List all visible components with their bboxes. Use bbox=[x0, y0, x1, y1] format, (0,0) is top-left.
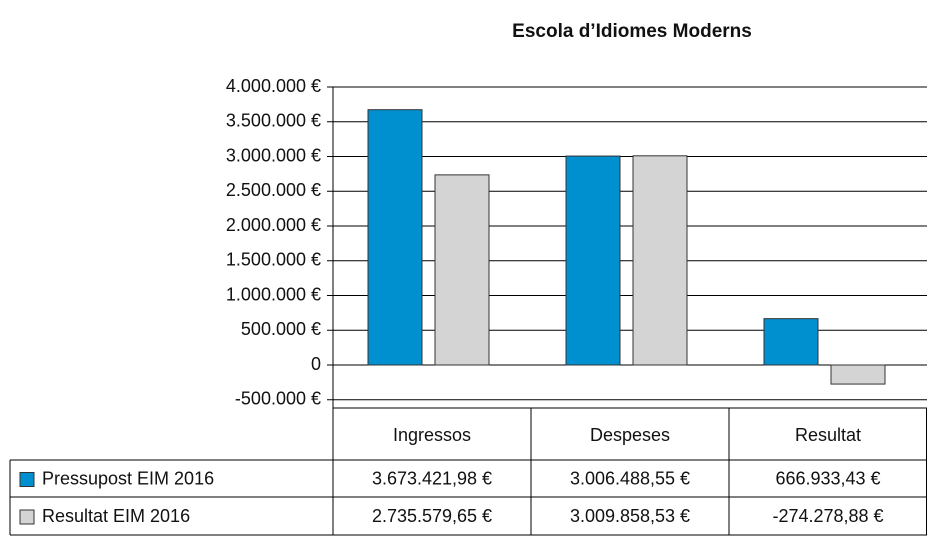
bar bbox=[632, 155, 688, 366]
bar bbox=[565, 155, 621, 366]
legend-swatch bbox=[19, 509, 35, 525]
y-tick-label: 2.500.000 € bbox=[226, 180, 321, 200]
y-tick-label: 0 bbox=[311, 354, 321, 374]
y-tick-label: 2.000.000 € bbox=[226, 215, 321, 235]
bar bbox=[830, 364, 886, 385]
legend-label: Resultat EIM 2016 bbox=[42, 506, 190, 526]
table-value: 3.009.858,53 € bbox=[570, 506, 690, 526]
y-tick-label: 1.500.000 € bbox=[226, 250, 321, 270]
table-value: 3.673.421,98 € bbox=[372, 468, 492, 488]
chart-title: Escola d’Idiomes Moderns bbox=[512, 21, 752, 42]
y-tick-label: 1.000.000 € bbox=[226, 284, 321, 304]
table-value: 3.006.488,55 € bbox=[570, 468, 690, 488]
bar bbox=[434, 174, 490, 366]
x-tick-label: Ingressos bbox=[393, 425, 471, 445]
y-tick-label: 3.500.000 € bbox=[226, 111, 321, 131]
y-tick-label: -500.000 € bbox=[235, 389, 321, 409]
bar bbox=[763, 318, 819, 366]
y-tick-label: 4.000.000 € bbox=[226, 76, 321, 96]
bar bbox=[367, 109, 423, 366]
y-tick-label: 3.000.000 € bbox=[226, 145, 321, 165]
y-tick-label: 500.000 € bbox=[241, 319, 321, 339]
table-value: -274.278,88 € bbox=[772, 506, 883, 526]
table-value: 666.933,43 € bbox=[775, 468, 880, 488]
legend-label: Pressupost EIM 2016 bbox=[42, 468, 214, 488]
x-tick-label: Resultat bbox=[795, 425, 861, 445]
x-tick-label: Despeses bbox=[590, 425, 670, 445]
legend-swatch bbox=[19, 472, 35, 487]
table-value: 2.735.579,65 € bbox=[372, 506, 492, 526]
